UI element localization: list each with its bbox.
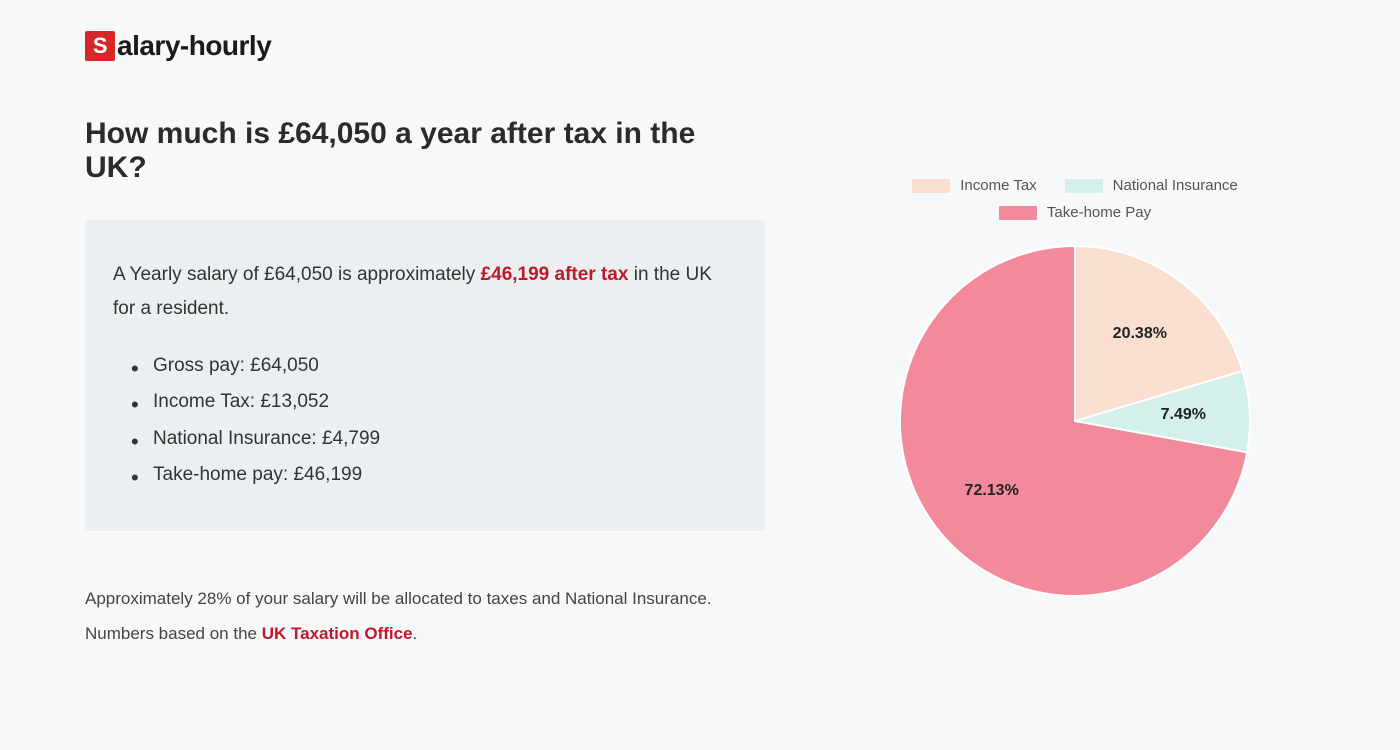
- slice-label-income-tax: 20.38%: [1113, 325, 1167, 343]
- legend-label: National Insurance: [1113, 177, 1238, 194]
- summary-pre: A Yearly salary of £64,050 is approximat…: [113, 264, 481, 285]
- footnote-line1: Approximately 28% of your salary will be…: [85, 589, 712, 608]
- footnote-line2-pre: Numbers based on the: [85, 624, 262, 643]
- main-content: How much is £64,050 a year after tax in …: [85, 117, 1315, 652]
- list-item: Income Tax: £13,052: [153, 384, 727, 420]
- list-item: Take-home pay: £46,199: [153, 457, 727, 493]
- legend-item-take-home: Take-home Pay: [865, 204, 1285, 221]
- slice-label-take-home: 72.13%: [965, 482, 1019, 500]
- summary-text: A Yearly salary of £64,050 is approximat…: [113, 258, 727, 326]
- logo-mark: S: [85, 31, 115, 61]
- pie-chart: 20.38% 7.49% 72.13%: [895, 241, 1255, 601]
- slice-label-national-insurance: 7.49%: [1161, 406, 1206, 424]
- taxation-office-link[interactable]: UK Taxation Office: [262, 624, 413, 643]
- summary-box: A Yearly salary of £64,050 is approximat…: [85, 220, 765, 531]
- legend-swatch: [999, 206, 1037, 220]
- left-column: How much is £64,050 a year after tax in …: [85, 117, 765, 652]
- chart-column: Income Tax National Insurance Take-home …: [865, 117, 1285, 652]
- legend-item-income-tax: Income Tax: [912, 177, 1036, 194]
- summary-highlight: £46,199 after tax: [481, 264, 629, 285]
- site-logo: Salary-hourly: [85, 30, 1315, 62]
- list-item: National Insurance: £4,799: [153, 421, 727, 457]
- logo-text: alary-hourly: [117, 30, 271, 62]
- chart-legend: Income Tax National Insurance Take-home …: [865, 177, 1285, 221]
- footnote: Approximately 28% of your salary will be…: [85, 581, 765, 652]
- legend-swatch: [1065, 179, 1103, 193]
- page-title: How much is £64,050 a year after tax in …: [85, 117, 765, 185]
- breakdown-list: Gross pay: £64,050 Income Tax: £13,052 N…: [113, 348, 727, 492]
- list-item: Gross pay: £64,050: [153, 348, 727, 384]
- legend-label: Income Tax: [960, 177, 1036, 194]
- legend-item-national-insurance: National Insurance: [1065, 177, 1238, 194]
- footnote-line2-post: .: [413, 624, 418, 643]
- legend-label: Take-home Pay: [1047, 204, 1151, 221]
- legend-swatch: [912, 179, 950, 193]
